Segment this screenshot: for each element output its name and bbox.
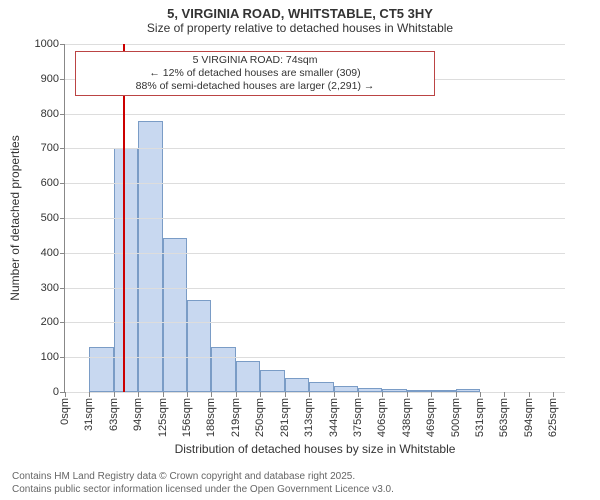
- xtick-label: 219sqm: [230, 398, 242, 437]
- xtick-label: 344sqm: [328, 398, 340, 437]
- chart-container: 5, VIRGINIA ROAD, WHITSTABLE, CT5 3HY Si…: [0, 0, 600, 500]
- gridline-h: [65, 148, 565, 149]
- histogram-bar: [89, 347, 113, 392]
- histogram-bar: [260, 370, 284, 392]
- xtick-mark: [309, 392, 310, 397]
- histogram-bar: [114, 148, 138, 392]
- annotation-line: ← 12% of detached houses are smaller (30…: [82, 67, 428, 80]
- xtick-label: 531sqm: [474, 398, 486, 437]
- ytick-mark: [60, 114, 65, 115]
- ytick-label: 300: [41, 282, 59, 294]
- gridline-h: [65, 114, 565, 115]
- ytick-mark: [60, 253, 65, 254]
- xtick-mark: [260, 392, 261, 397]
- ytick-mark: [60, 357, 65, 358]
- gridline-h: [65, 392, 565, 393]
- xtick-label: 0sqm: [59, 398, 71, 425]
- ytick-label: 200: [41, 316, 59, 328]
- xtick-mark: [504, 392, 505, 397]
- ytick-label: 400: [41, 247, 59, 259]
- xtick-label: 438sqm: [401, 398, 413, 437]
- y-axis-label: Number of detached properties: [8, 135, 22, 300]
- xtick-label: 563sqm: [498, 398, 510, 437]
- gridline-h: [65, 218, 565, 219]
- xtick-mark: [65, 392, 66, 397]
- ytick-mark: [60, 44, 65, 45]
- xtick-mark: [431, 392, 432, 397]
- ytick-mark: [60, 322, 65, 323]
- footer-line-2: Contains public sector information licen…: [12, 484, 394, 497]
- ytick-label: 500: [41, 212, 59, 224]
- ytick-mark: [60, 218, 65, 219]
- xtick-mark: [163, 392, 164, 397]
- gridline-h: [65, 322, 565, 323]
- ytick-mark: [60, 79, 65, 80]
- gridline-h: [65, 357, 565, 358]
- ytick-label: 100: [41, 351, 59, 363]
- chart-title-main: 5, VIRGINIA ROAD, WHITSTABLE, CT5 3HY: [0, 0, 600, 21]
- xtick-mark: [114, 392, 115, 397]
- ytick-mark: [60, 183, 65, 184]
- gridline-h: [65, 183, 565, 184]
- histogram-bar: [187, 300, 211, 392]
- xtick-label: 31sqm: [83, 398, 95, 431]
- xtick-mark: [285, 392, 286, 397]
- ytick-label: 800: [41, 108, 59, 120]
- histogram-bar: [138, 121, 162, 392]
- xtick-label: 469sqm: [425, 398, 437, 437]
- histogram-bar: [236, 361, 260, 392]
- chart-title-sub: Size of property relative to detached ho…: [0, 21, 600, 39]
- xtick-label: 625sqm: [547, 398, 559, 437]
- ytick-label: 700: [41, 142, 59, 154]
- ytick-mark: [60, 288, 65, 289]
- histogram-bar: [211, 347, 235, 392]
- xtick-label: 188sqm: [205, 398, 217, 437]
- xtick-mark: [211, 392, 212, 397]
- xtick-label: 125sqm: [157, 398, 169, 437]
- xtick-mark: [89, 392, 90, 397]
- xtick-mark: [334, 392, 335, 397]
- xtick-label: 281sqm: [279, 398, 291, 437]
- footer-attribution: Contains HM Land Registry data © Crown c…: [12, 471, 394, 496]
- xtick-label: 594sqm: [523, 398, 535, 437]
- annotation-box: 5 VIRGINIA ROAD: 74sqm← 12% of detached …: [75, 51, 435, 96]
- ytick-label: 0: [53, 386, 59, 398]
- gridline-h: [65, 288, 565, 289]
- xtick-label: 375sqm: [352, 398, 364, 437]
- footer-line-1: Contains HM Land Registry data © Crown c…: [12, 471, 394, 484]
- xtick-mark: [358, 392, 359, 397]
- xtick-mark: [553, 392, 554, 397]
- gridline-h: [65, 44, 565, 45]
- xtick-mark: [407, 392, 408, 397]
- xtick-mark: [138, 392, 139, 397]
- ytick-mark: [60, 148, 65, 149]
- gridline-h: [65, 253, 565, 254]
- xtick-mark: [382, 392, 383, 397]
- ytick-label: 1000: [35, 38, 59, 50]
- ytick-label: 900: [41, 73, 59, 85]
- xtick-label: 406sqm: [376, 398, 388, 437]
- xtick-mark: [236, 392, 237, 397]
- x-axis-label: Distribution of detached houses by size …: [175, 442, 456, 456]
- xtick-mark: [529, 392, 530, 397]
- annotation-line: 5 VIRGINIA ROAD: 74sqm: [82, 54, 428, 67]
- xtick-label: 250sqm: [254, 398, 266, 437]
- annotation-line: 88% of semi-detached houses are larger (…: [82, 80, 428, 93]
- plot-area: Number of detached properties Distributi…: [64, 44, 565, 393]
- xtick-label: 94sqm: [132, 398, 144, 431]
- histogram-bar: [285, 378, 309, 392]
- ytick-label: 600: [41, 177, 59, 189]
- xtick-mark: [480, 392, 481, 397]
- histogram-bar: [309, 382, 333, 392]
- xtick-mark: [456, 392, 457, 397]
- xtick-mark: [187, 392, 188, 397]
- xtick-label: 63sqm: [108, 398, 120, 431]
- histogram-bar: [163, 238, 187, 392]
- xtick-label: 156sqm: [181, 398, 193, 437]
- xtick-label: 313sqm: [303, 398, 315, 437]
- xtick-label: 500sqm: [450, 398, 462, 437]
